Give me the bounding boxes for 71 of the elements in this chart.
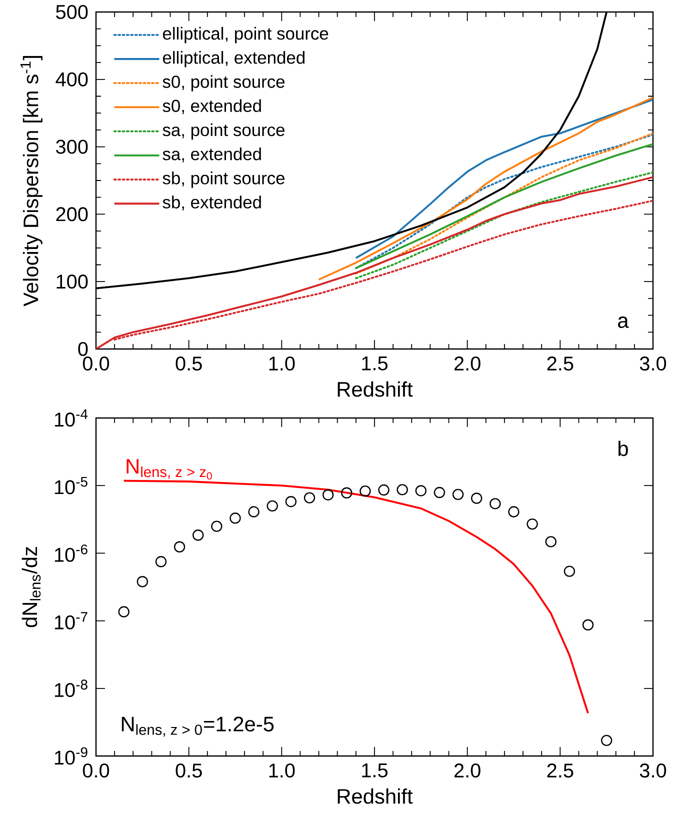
legend-label: s0, point source: [162, 75, 285, 92]
point: [471, 492, 482, 504]
x-tick-label: 1.0: [269, 356, 295, 371]
legend-label: sa, point source: [162, 123, 285, 140]
point: [600, 734, 612, 746]
x-tick-label: 2.5: [547, 356, 574, 371]
y-tick-label: 10$^{-8}$: [54, 680, 88, 698]
legend-label: sa, extended: [162, 147, 261, 162]
point: [266, 500, 278, 512]
y-tick-label: 10$^{-7}$: [54, 612, 88, 630]
legend-label: sb, extended: [162, 196, 261, 211]
point: [304, 492, 316, 504]
x-tick-label: 0.0: [82, 356, 110, 371]
y-axis-title: Velocity Dispersion [km s$^{-1}$]: [20, 56, 42, 306]
series-label: $\mathrm{N}_{\text{lens, z > z}_{\mathrm{0}}}$: [126, 459, 212, 480]
x-tick-label: 0.5: [176, 764, 202, 778]
x-tick-label: 1.5: [362, 764, 388, 778]
x-tick-label: 2.0: [454, 764, 480, 778]
point: [360, 485, 371, 497]
x-tick-label: 2.5: [547, 764, 574, 778]
y-tick-label: 100: [56, 274, 88, 289]
point: [415, 485, 427, 496]
y-tick-label: 200: [56, 207, 88, 222]
legend-label: elliptical, point source: [162, 26, 328, 44]
legend-label: elliptical, extended: [162, 51, 305, 68]
y-tick-label: 10$^{-9}$: [54, 747, 88, 765]
y-tick-label: 10$^{-4}$: [54, 409, 88, 427]
y-tick-label: 300: [56, 140, 88, 154]
annotation: $\mathrm{b}$: [618, 440, 628, 456]
x-tick-label: 3.0: [640, 356, 666, 371]
y-tick-label: 400: [56, 72, 88, 86]
point: [248, 506, 260, 518]
x-axis-title: Redshift: [338, 381, 413, 397]
x-tick-label: 0.5: [176, 356, 202, 371]
point: [508, 506, 520, 518]
point: [118, 606, 130, 618]
y-tick-label: 500: [56, 4, 88, 20]
point: [452, 488, 464, 500]
x-tick-label: 3.0: [640, 764, 666, 778]
point: [230, 512, 241, 524]
line-series: [122, 480, 589, 714]
point: [526, 518, 538, 530]
point: [490, 498, 501, 510]
point: [174, 541, 186, 552]
x-tick-label: 1.5: [362, 356, 388, 370]
point: [192, 530, 204, 541]
annotation: $\mathrm{N}_{\text{lens, z > 0}}\text{=1.2e-5}$: [122, 716, 274, 737]
x-tick-label: 0.0: [82, 764, 110, 778]
x-tick-label: 2.0: [454, 356, 480, 371]
annotation: $\mathrm{a}$: [618, 316, 629, 328]
y-tick-label: 0: [78, 342, 88, 356]
point: [434, 486, 446, 498]
point: [341, 487, 352, 498]
y-tick-label: 10$^{-5}$: [54, 476, 88, 494]
x-tick-label: 1.0: [269, 764, 295, 778]
line-series: [318, 96, 653, 281]
legend-label: sb, point source: [162, 172, 285, 188]
legend-label: s0, extended: [162, 99, 261, 114]
y-axis-title: dN$_{lens}$/dz: [22, 547, 41, 628]
point: [155, 556, 167, 568]
point: [378, 484, 390, 496]
point: [285, 496, 297, 508]
point: [211, 520, 222, 532]
point: [582, 619, 594, 630]
point: [322, 489, 334, 500]
y-tick-label: 10$^{-6}$: [54, 544, 88, 562]
point: [564, 566, 576, 577]
point: [136, 576, 148, 588]
point: [545, 536, 556, 548]
x-axis-title: Redshift: [338, 788, 413, 804]
point: [396, 484, 408, 496]
